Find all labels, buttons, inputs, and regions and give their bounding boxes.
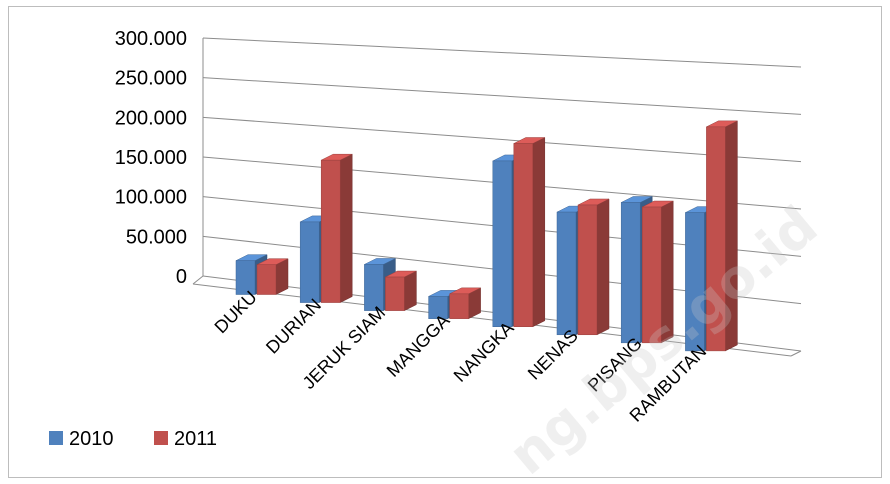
bar-jeruk-siam-2011 [385, 270, 417, 312]
bar-mangga-2011 [449, 287, 481, 320]
chart-frame: 0 50.000 100.000 150.000 200.000 250.000 300.0… [8, 6, 882, 479]
x-tick-label: DURIAN [262, 295, 325, 358]
gridline [202, 37, 802, 68]
bar-pisang-2011 [641, 200, 674, 344]
bars [235, 120, 738, 352]
legend-label: 2010 [69, 428, 114, 450]
y-tick-label: 250.000 [115, 68, 187, 90]
gridline [202, 77, 802, 115]
x-tick-label: NANGKA [450, 318, 518, 386]
bar-nenas-2011 [577, 198, 610, 336]
floor-edge [192, 275, 204, 285]
y-tick-label: 50.000 [126, 226, 187, 248]
legend-item-2010: 2010 [49, 428, 114, 450]
legend: 2010 2011 [49, 428, 217, 450]
bar-duku-2011 [256, 258, 289, 295]
x-tick-label: MANGGA [383, 310, 454, 381]
legend-swatch [154, 431, 168, 445]
bar-nangka-2011 [513, 137, 546, 328]
y-tick-label: 0 [176, 266, 187, 288]
legend-item-2011: 2011 [154, 428, 217, 450]
x-tick-label: DUKU [211, 287, 261, 337]
gridline [202, 116, 802, 163]
bar-chart: 0 50.000 100.000 150.000 200.000 250.000 300.0… [49, 28, 829, 479]
bar-rambutan-2011 [706, 120, 738, 352]
floor-edge [790, 350, 802, 357]
legend-label: 2011 [174, 428, 217, 450]
y-tick-label: 150.000 [115, 147, 187, 169]
y-tick-label: 100.000 [115, 187, 187, 209]
y-tick-label: 300.000 [115, 28, 187, 50]
y-tick-label: 200.000 [115, 107, 187, 129]
legend-swatch [49, 431, 63, 445]
bar-durian-2011 [320, 153, 353, 303]
y-axis-tick-labels: 0 50.000 100.000 150.000 200.000 250.000 300.0… [115, 28, 187, 288]
